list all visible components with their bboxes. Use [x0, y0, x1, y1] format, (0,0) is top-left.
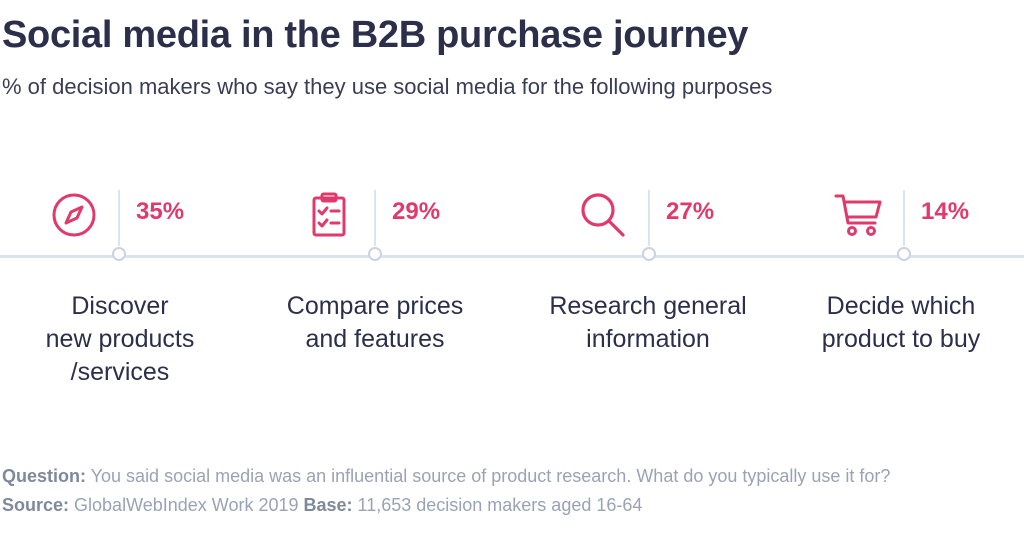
timeline-line: [0, 255, 1024, 258]
footer-question: Question: You said social media was an i…: [2, 466, 891, 486]
value-label: 29%: [392, 198, 441, 225]
footer-source: Source: GlobalWebIndex Work 2019 Base: 1…: [2, 495, 643, 515]
value-label: 14%: [921, 198, 970, 225]
timeline-dot: [112, 247, 126, 261]
clipboard-checklist-icon: [304, 190, 354, 240]
magnifier-icon: [578, 190, 628, 240]
chart-subtitle: % of decision makers who say they use so…: [2, 74, 773, 99]
chart-title: Social media in the B2B purchase journey: [2, 14, 749, 56]
value-label: 35%: [136, 198, 185, 225]
category-label: Compare prices and features: [286, 292, 464, 353]
timeline-dot: [897, 247, 911, 261]
timeline-dot: [368, 247, 382, 261]
stat-tick: [118, 190, 120, 246]
stat-tick: [903, 190, 905, 246]
category-label: Decide which product to buy: [821, 292, 981, 353]
shopping-cart-icon: [834, 190, 884, 240]
value-label: 27%: [666, 198, 715, 225]
stat-tick: [374, 190, 376, 246]
stat-tick: [648, 190, 650, 246]
category-label: Discover new products /services: [45, 292, 195, 386]
category-label: Research general information: [549, 292, 747, 353]
compass-icon: [49, 190, 99, 240]
timeline-dot: [642, 247, 656, 261]
